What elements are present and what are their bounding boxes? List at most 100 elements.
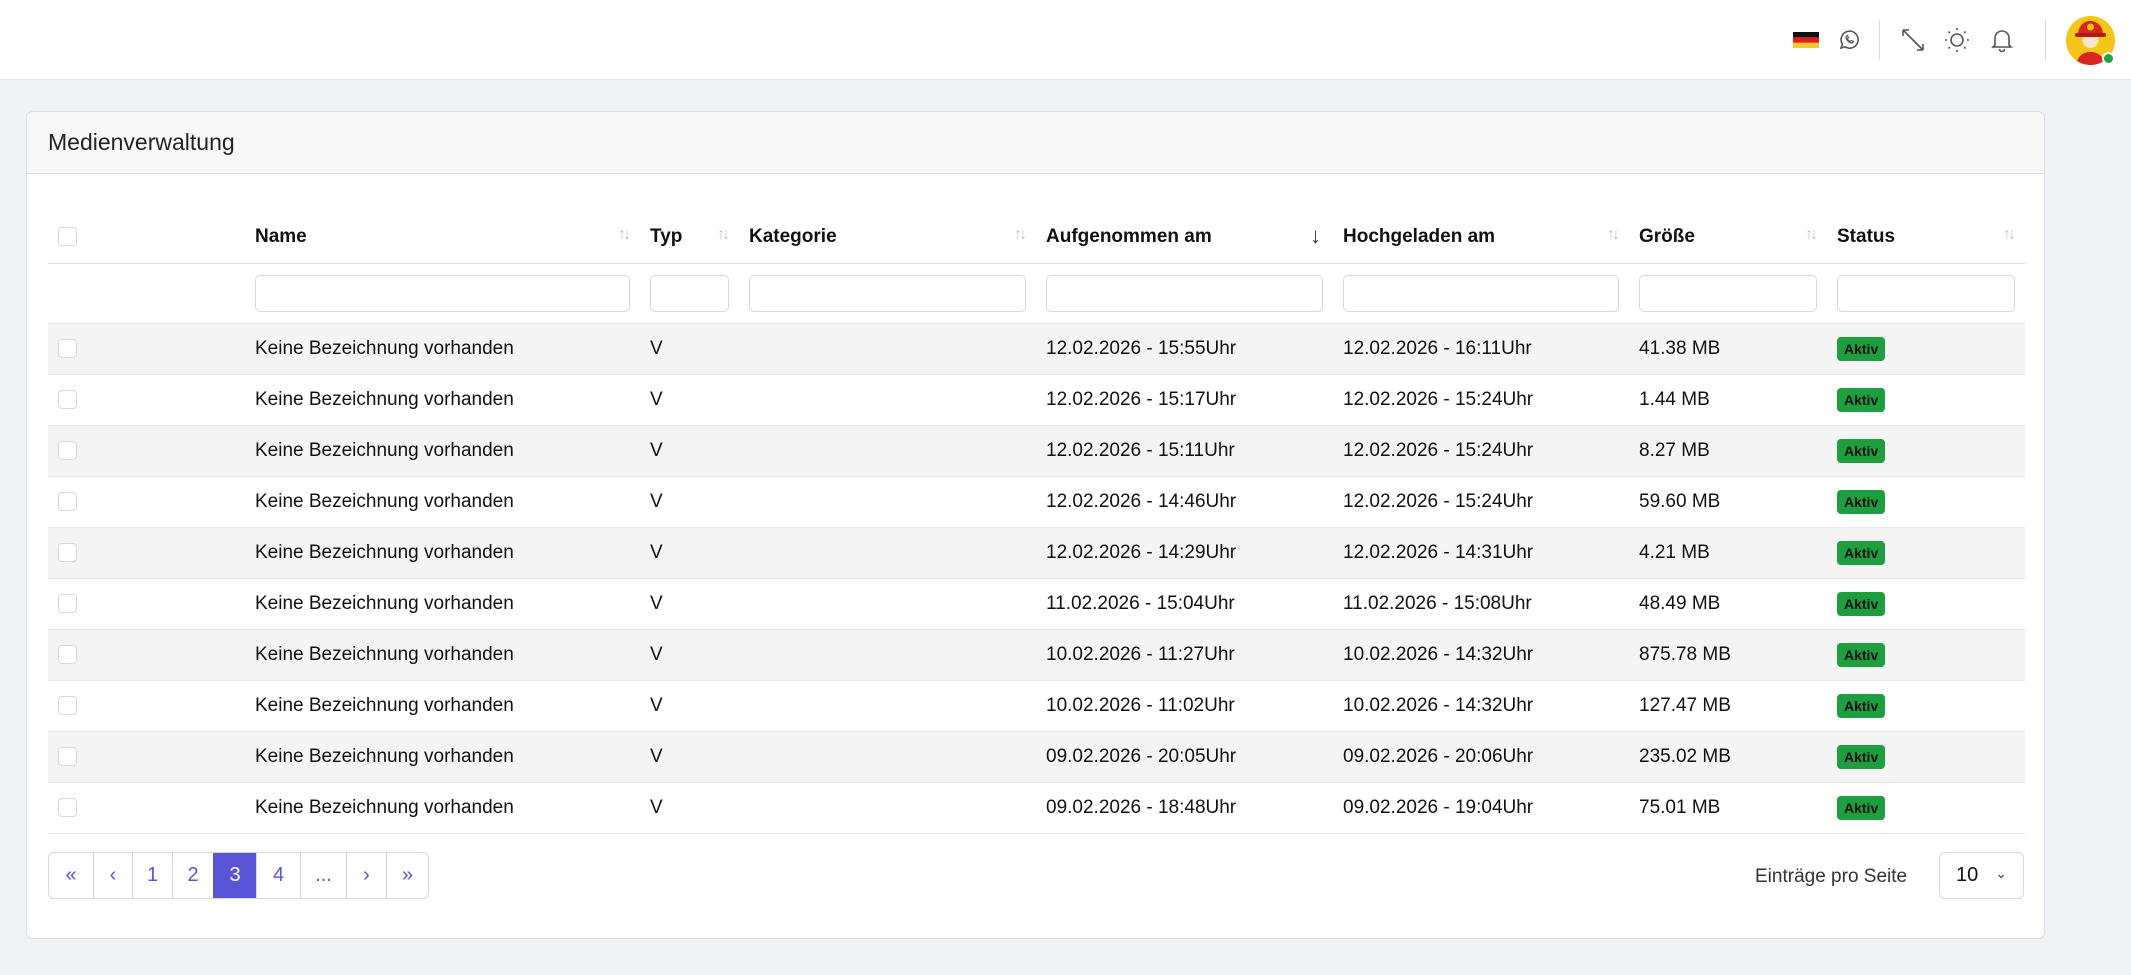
germany-flag-icon[interactable] xyxy=(1791,25,1821,55)
cell-groesse: 41.38 MB xyxy=(1629,323,1827,375)
filter-kategorie-input[interactable] xyxy=(749,274,1026,312)
row-checkbox[interactable] xyxy=(58,339,77,358)
page-button[interactable]: ‹ xyxy=(93,853,132,898)
row-checkbox[interactable] xyxy=(58,747,77,766)
row-checkbox[interactable] xyxy=(58,390,77,409)
cell-aufgenommen: 10.02.2026 - 11:27Uhr xyxy=(1036,629,1333,681)
bell-icon[interactable] xyxy=(1987,25,2017,55)
select-all-checkbox[interactable] xyxy=(58,227,77,247)
table-row[interactable]: Keine Bezeichnung vorhanden V 09.02.2026 -… xyxy=(48,782,2025,834)
cell-hochgeladen: 11.02.2026 - 15:08Uhr xyxy=(1333,578,1629,630)
page-button[interactable]: 4 xyxy=(256,853,300,898)
fullscreen-icon[interactable] xyxy=(1898,25,1928,55)
status-badge: Aktiv xyxy=(1837,744,1886,769)
sort-desc-icon[interactable]: ↓ xyxy=(1310,223,1321,248)
table-row[interactable]: Keine Bezeichnung vorhanden V 12.02.2026 -… xyxy=(48,527,2025,579)
table-row[interactable]: Keine Bezeichnung vorhanden V 10.02.2026 -… xyxy=(48,680,2025,732)
cell-aufgenommen: 12.02.2026 - 14:46Uhr xyxy=(1036,476,1333,528)
cell-typ: V xyxy=(640,323,739,375)
column-header-status[interactable]: Status ↑↓ xyxy=(1827,211,2025,264)
filter-aufgenommen-input[interactable] xyxy=(1046,274,1323,312)
cell-groesse: 75.01 MB xyxy=(1629,782,1827,834)
cell-name: Keine Bezeichnung vorhanden xyxy=(245,731,640,783)
cell-typ: V xyxy=(640,629,739,681)
media-table: Name ↑↓ Typ ↑↓ Kategorie ↑↓ Aufgenommen am ↓… xyxy=(48,211,2025,834)
row-checkbox[interactable] xyxy=(58,798,77,817)
divider xyxy=(2045,20,2046,60)
cell-aufgenommen: 12.02.2026 - 14:29Uhr xyxy=(1036,527,1333,579)
column-header-kategorie[interactable]: Kategorie ↑↓ xyxy=(739,211,1036,264)
cell-aufgenommen: 09.02.2026 - 20:05Uhr xyxy=(1036,731,1333,783)
cell-name: Keine Bezeichnung vorhanden xyxy=(245,578,640,630)
table-row[interactable]: Keine Bezeichnung vorhanden V 11.02.2026 -… xyxy=(48,578,2025,630)
sort-icon[interactable]: ↑↓ xyxy=(618,226,631,243)
filter-typ-input[interactable] xyxy=(650,274,729,312)
cell-aufgenommen: 12.02.2026 - 15:17Uhr xyxy=(1036,374,1333,426)
row-checkbox[interactable] xyxy=(58,492,77,511)
cell-name: Keine Bezeichnung vorhanden xyxy=(245,527,640,579)
cell-typ: V xyxy=(640,782,739,834)
row-checkbox[interactable] xyxy=(58,696,77,715)
page-button[interactable]: 2 xyxy=(172,853,213,898)
filter-hochgeladen-input[interactable] xyxy=(1343,274,1619,312)
column-header-typ[interactable]: Typ ↑↓ xyxy=(640,211,739,264)
avatar[interactable] xyxy=(2066,16,2115,65)
table-row[interactable]: Keine Bezeichnung vorhanden V 10.02.2026 -… xyxy=(48,629,2025,681)
cell-typ: V xyxy=(640,476,739,528)
entries-per-page-select[interactable]: 10 ⌄ xyxy=(1939,852,2024,899)
page-button[interactable]: › xyxy=(346,853,386,898)
cell-name: Keine Bezeichnung vorhanden xyxy=(245,782,640,834)
whatsapp-icon[interactable] xyxy=(1834,25,1864,55)
sort-icon[interactable]: ↑↓ xyxy=(717,226,730,243)
status-badge: Aktiv xyxy=(1837,642,1886,667)
table-row[interactable]: Keine Bezeichnung vorhanden V 12.02.2026 -… xyxy=(48,476,2025,528)
table-row[interactable]: Keine Bezeichnung vorhanden V 09.02.2026 -… xyxy=(48,731,2025,783)
page-button[interactable]: 1 xyxy=(132,853,172,898)
cell-name: Keine Bezeichnung vorhanden xyxy=(245,425,640,477)
divider xyxy=(1879,20,1880,60)
row-checkbox[interactable] xyxy=(58,594,77,613)
row-checkbox[interactable] xyxy=(58,645,77,664)
cell-kategorie xyxy=(739,425,1036,477)
cell-groesse: 127.47 MB xyxy=(1629,680,1827,732)
cell-name: Keine Bezeichnung vorhanden xyxy=(245,476,640,528)
cell-hochgeladen: 12.02.2026 - 14:31Uhr xyxy=(1333,527,1629,579)
cell-typ: V xyxy=(640,527,739,579)
row-checkbox[interactable] xyxy=(58,543,77,562)
page-button[interactable]: « xyxy=(65,864,77,886)
cell-groesse: 235.02 MB xyxy=(1629,731,1827,783)
online-status-indicator xyxy=(2102,52,2115,65)
page-button[interactable]: 3 xyxy=(213,853,256,898)
status-badge: Aktiv xyxy=(1837,387,1886,412)
page-button[interactable]: » xyxy=(386,853,428,898)
cell-hochgeladen: 10.02.2026 - 14:32Uhr xyxy=(1333,680,1629,732)
cell-groesse: 8.27 MB xyxy=(1629,425,1827,477)
cell-hochgeladen: 12.02.2026 - 16:11Uhr xyxy=(1333,323,1629,375)
cell-kategorie xyxy=(739,680,1036,732)
cell-typ: V xyxy=(640,578,739,630)
column-header-groesse[interactable]: Größe ↑↓ xyxy=(1629,211,1827,264)
sort-icon[interactable]: ↑↓ xyxy=(2003,226,2016,243)
row-checkbox[interactable] xyxy=(58,441,77,460)
sort-icon[interactable]: ↑↓ xyxy=(1014,226,1027,243)
table-row[interactable]: Keine Bezeichnung vorhanden V 12.02.2026 -… xyxy=(48,323,2025,375)
column-header-aufgenommen[interactable]: Aufgenommen am ↓ xyxy=(1036,211,1333,264)
filter-name-input[interactable] xyxy=(255,274,630,312)
status-badge: Aktiv xyxy=(1837,795,1886,820)
table-row[interactable]: Keine Bezeichnung vorhanden V 12.02.2026 -… xyxy=(48,425,2025,477)
cell-aufgenommen: 09.02.2026 - 18:48Uhr xyxy=(1036,782,1333,834)
column-header-hochgeladen[interactable]: Hochgeladen am ↑↓ xyxy=(1333,211,1629,264)
filter-groesse-input[interactable] xyxy=(1639,274,1817,312)
page-button[interactable]: ... xyxy=(300,853,346,898)
filter-status-input[interactable] xyxy=(1837,274,2015,312)
sort-icon[interactable]: ↑↓ xyxy=(1805,226,1818,243)
sun-icon[interactable] xyxy=(1942,25,1972,55)
status-badge: Aktiv xyxy=(1837,591,1886,616)
column-header-name[interactable]: Name ↑↓ xyxy=(245,211,640,264)
filter-row xyxy=(48,263,2025,324)
status-badge: Aktiv xyxy=(1837,336,1886,361)
sort-icon[interactable]: ↑↓ xyxy=(1607,226,1620,243)
table-row[interactable]: Keine Bezeichnung vorhanden V 12.02.2026 -… xyxy=(48,374,2025,426)
cell-typ: V xyxy=(640,680,739,732)
status-badge: Aktiv xyxy=(1837,540,1886,565)
